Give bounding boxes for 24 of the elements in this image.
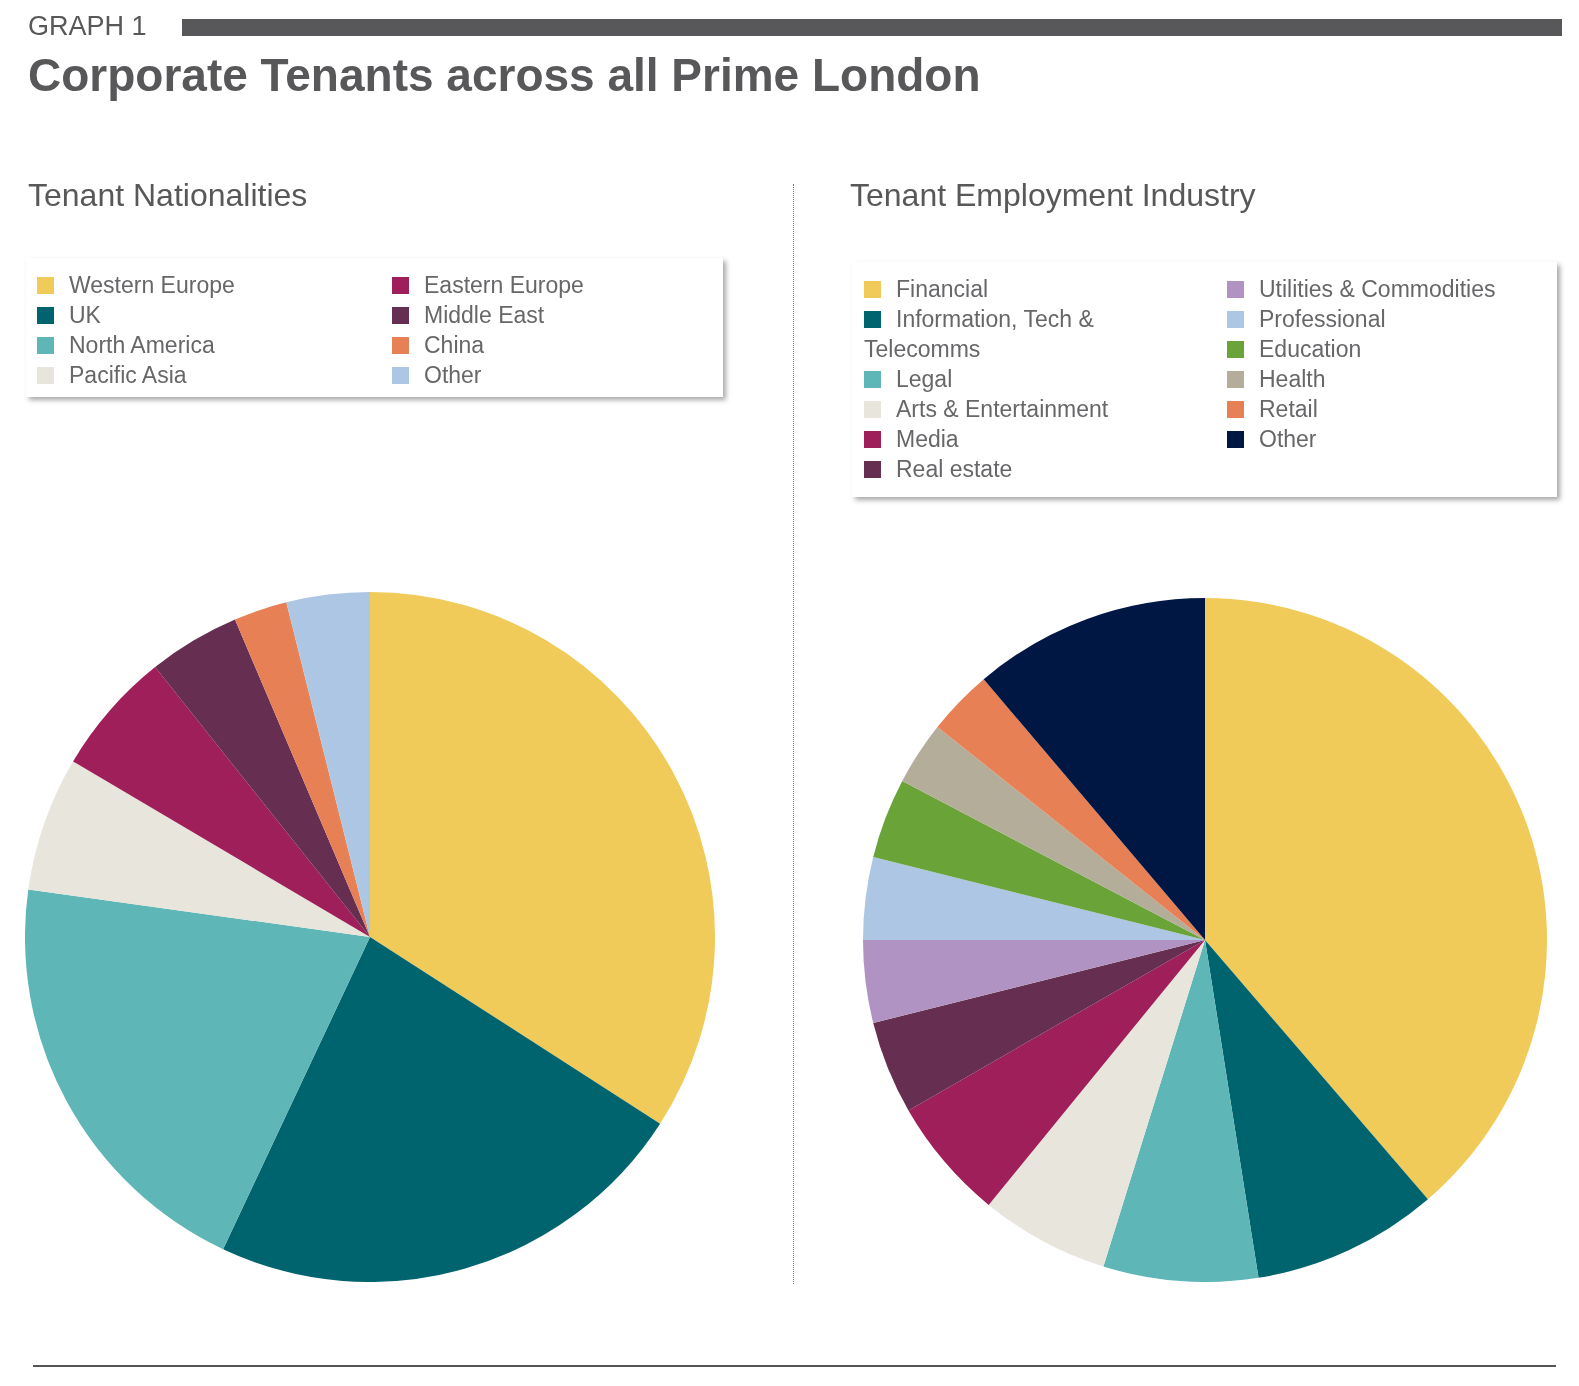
legend-label: Financial xyxy=(895,275,990,304)
legend-label: Western Europe xyxy=(68,271,236,300)
legend-label: Legal xyxy=(895,365,954,394)
legend-label: Pacific Asia xyxy=(68,361,188,390)
legend-label: Utilities & Commodities xyxy=(1258,275,1497,304)
legend-label: Real estate xyxy=(895,455,1014,484)
legend-label: Health xyxy=(1258,365,1327,394)
legend-label: North America xyxy=(68,331,216,360)
legend-label: China xyxy=(423,331,486,360)
chart-title: Tenant Nationalities xyxy=(28,177,308,213)
legend-label: Eastern Europe xyxy=(423,271,585,300)
text: Corporate Tenants across all Prime London xyxy=(28,49,981,101)
legend-label: Education xyxy=(1258,335,1363,364)
legend-label: Middle East xyxy=(423,301,546,330)
chart-title: Tenant Employment Industry xyxy=(850,177,1256,213)
legend-label: UK xyxy=(68,301,102,330)
caption: GRAPH 1 xyxy=(28,11,147,41)
legend-label: Arts & Entertainment xyxy=(895,395,1110,424)
legend-label: Information, Tech & Telecomms xyxy=(864,305,1095,364)
legend-label: Retail xyxy=(1258,395,1319,424)
legend-label: Media xyxy=(895,425,960,454)
legend-label: Other xyxy=(423,361,483,390)
legend-label: Other xyxy=(1258,425,1318,454)
legend-label: Professional xyxy=(1258,305,1387,334)
